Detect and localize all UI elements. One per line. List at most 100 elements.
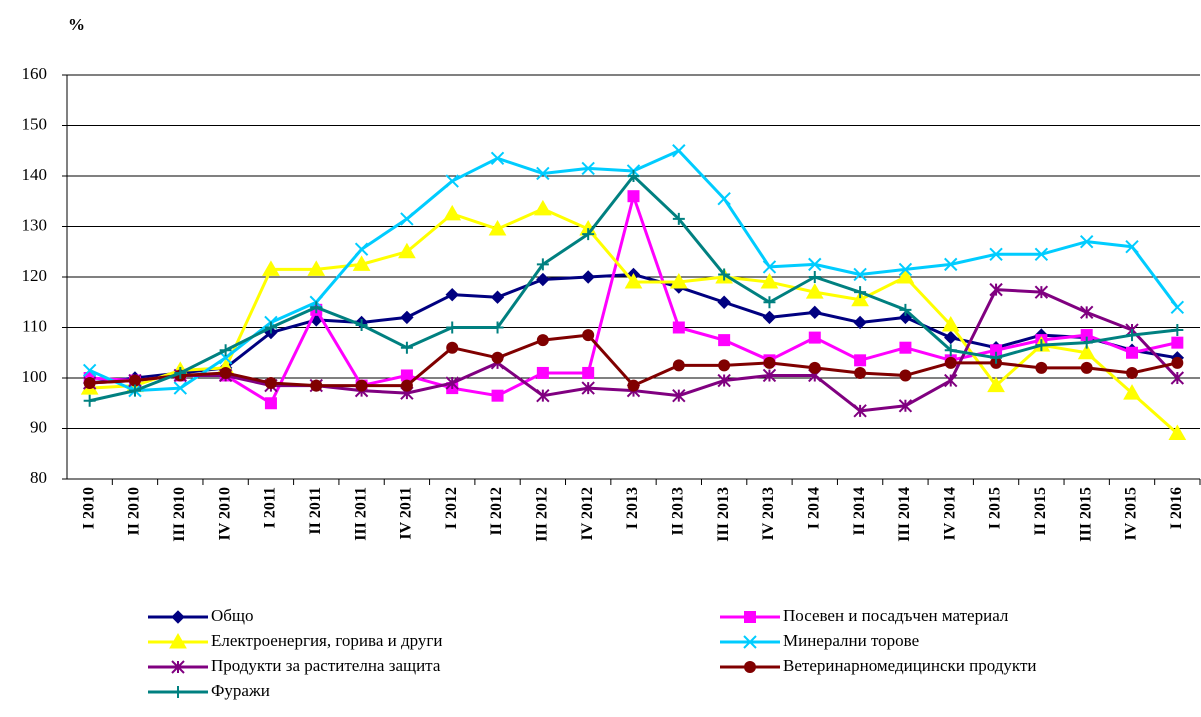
marker xyxy=(582,228,595,241)
x-tick-label: II 2011 xyxy=(307,487,324,535)
marker xyxy=(805,283,824,299)
legend-label: Посевен и посадъчен материал xyxy=(783,606,1009,625)
x-tick-label: I 2010 xyxy=(80,487,97,529)
x-tick-label: IV 2010 xyxy=(216,487,233,541)
x-tick-label: I 2012 xyxy=(443,487,460,529)
marker xyxy=(1079,234,1094,249)
marker xyxy=(219,344,232,357)
marker xyxy=(851,290,869,307)
marker xyxy=(446,321,459,334)
marker xyxy=(581,381,595,395)
marker xyxy=(672,388,686,403)
marker xyxy=(1168,424,1187,441)
marker xyxy=(83,394,96,407)
marker xyxy=(1035,339,1048,352)
x-tick-label: IV 2012 xyxy=(579,487,596,541)
marker xyxy=(899,369,912,382)
y-axis-label: % xyxy=(68,15,85,34)
marker xyxy=(128,384,141,397)
marker xyxy=(262,260,280,276)
marker xyxy=(1126,346,1139,359)
series-line xyxy=(89,207,1179,435)
y-tick-label: 110 xyxy=(22,316,47,335)
marker xyxy=(1126,366,1139,379)
marker xyxy=(581,270,595,284)
x-tick-label: IV 2013 xyxy=(760,487,777,541)
marker xyxy=(1034,285,1049,299)
x-tick-label: III 2010 xyxy=(171,487,188,542)
x-tick-label: II 2014 xyxy=(851,487,868,535)
y-tick-label: 150 xyxy=(22,114,48,133)
x-tick-label: III 2014 xyxy=(896,487,913,542)
marker xyxy=(169,632,187,649)
marker xyxy=(762,310,777,325)
marker xyxy=(536,366,549,379)
marker xyxy=(490,151,505,166)
marker xyxy=(1171,324,1184,337)
legend-label: Ветеринарномедицински продукти xyxy=(783,656,1036,675)
marker xyxy=(763,356,776,369)
marker xyxy=(172,686,184,698)
marker xyxy=(627,190,640,203)
marker xyxy=(669,273,688,289)
legend-label: Електроенергия, горива и други xyxy=(211,631,442,650)
legend-label: Продукти за растителна защита xyxy=(211,656,441,675)
marker xyxy=(171,610,185,624)
marker xyxy=(536,334,549,347)
marker xyxy=(718,334,731,347)
marker xyxy=(743,635,757,649)
marker xyxy=(717,295,731,309)
marker xyxy=(536,272,550,287)
marker xyxy=(808,305,822,320)
legend-label: Минерални торове xyxy=(783,631,919,650)
marker xyxy=(400,379,413,392)
x-tick-label: II 2010 xyxy=(126,487,143,535)
marker xyxy=(445,174,459,188)
marker xyxy=(173,381,188,395)
marker xyxy=(762,260,777,274)
marker xyxy=(1125,239,1139,254)
x-tick-label: I 2013 xyxy=(624,487,641,529)
marker xyxy=(83,377,96,390)
marker xyxy=(174,366,187,379)
legend-label: Общо xyxy=(211,606,254,625)
marker xyxy=(854,366,867,379)
x-tick-label: II 2015 xyxy=(1032,487,1049,535)
y-tick-label: 90 xyxy=(30,417,47,436)
marker xyxy=(1171,336,1184,349)
marker xyxy=(488,220,507,236)
x-tick-label: III 2013 xyxy=(715,487,732,542)
marker xyxy=(1077,343,1096,360)
marker xyxy=(762,368,777,383)
marker xyxy=(808,257,822,272)
marker xyxy=(1123,384,1141,400)
x-tick-label: IV 2011 xyxy=(398,487,415,540)
x-tick-label: I 2016 xyxy=(1168,487,1185,529)
x-tick-label: I 2014 xyxy=(805,487,822,529)
y-tick-label: 120 xyxy=(22,266,48,285)
x-tick-label: II 2013 xyxy=(669,487,686,535)
y-tick-label: 140 xyxy=(22,165,48,184)
x-tick-label: I 2011 xyxy=(262,487,279,528)
marker xyxy=(491,351,504,364)
marker xyxy=(854,354,867,367)
marker xyxy=(853,315,867,330)
marker xyxy=(987,376,1005,393)
x-tick-label: III 2015 xyxy=(1077,487,1094,542)
marker xyxy=(627,170,640,182)
marker xyxy=(400,310,414,325)
marker xyxy=(355,318,368,331)
marker xyxy=(717,192,731,206)
marker xyxy=(264,377,277,390)
marker xyxy=(310,301,323,314)
x-tick-label: II 2012 xyxy=(488,487,505,535)
x-tick-label: I 2015 xyxy=(987,487,1004,529)
marker xyxy=(672,321,685,334)
x-tick-label: IV 2014 xyxy=(941,487,958,541)
marker xyxy=(744,611,756,623)
marker xyxy=(1170,300,1185,315)
marker xyxy=(896,267,915,284)
marker xyxy=(718,268,731,281)
y-tick-label: 80 xyxy=(30,468,47,487)
marker xyxy=(853,267,867,282)
